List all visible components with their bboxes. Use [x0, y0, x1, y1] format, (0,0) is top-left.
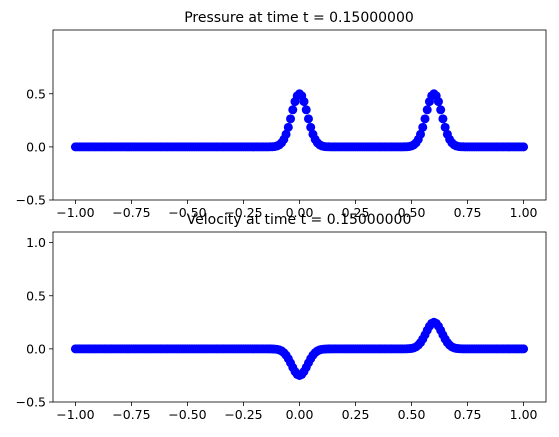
pressure-data-point — [281, 129, 291, 139]
pressure-data-point — [433, 97, 443, 107]
velocity-series — [70, 317, 529, 380]
pressure-data-point — [288, 105, 298, 115]
pressure-data-point — [301, 105, 311, 115]
pressure-x-tick-label: 0.25 — [342, 205, 370, 220]
pressure-y-tick-label: 0.5 — [26, 86, 46, 101]
pressure-x-tick-label: 0.00 — [286, 205, 314, 220]
velocity-x-tick-label: −1.00 — [56, 407, 94, 422]
velocity-plot: −1.00 −0.75 −0.50 −0.25 0.00 0.25 0.50 0.75 1.00… — [16, 212, 547, 422]
velocity-y-ticks: −0.5 0.0 0.5 1.0 — [16, 235, 53, 410]
pressure-y-tick-label: 0.0 — [26, 139, 46, 154]
velocity-plot-title: Velocity at time t = 0.15000000 — [187, 212, 412, 228]
pressure-data-point — [286, 114, 296, 124]
pressure-series — [70, 89, 529, 152]
velocity-data-point — [519, 344, 529, 354]
pressure-data-point — [438, 114, 448, 124]
pressure-y-ticks: −0.5 0.0 0.5 — [16, 86, 53, 208]
velocity-x-tick-label: −0.50 — [168, 407, 206, 422]
velocity-x-tick-label: 0.50 — [398, 407, 426, 422]
velocity-x-tick-label: −0.75 — [112, 407, 150, 422]
pressure-data-point — [418, 122, 428, 132]
velocity-x-tick-label: 0.00 — [286, 407, 314, 422]
pressure-data-point — [303, 114, 313, 124]
pressure-x-tick-label: 0.75 — [454, 205, 482, 220]
pressure-plot-title: Pressure at time t = 0.15000000 — [184, 10, 414, 26]
pressure-data-point — [306, 122, 316, 132]
pressure-data-point — [519, 142, 529, 152]
pressure-x-tick-label: −0.75 — [112, 205, 150, 220]
pressure-data-point — [436, 105, 446, 115]
velocity-x-tick-label: −0.25 — [224, 407, 262, 422]
pressure-data-point — [422, 105, 432, 115]
pressure-data-point — [440, 122, 450, 132]
pressure-x-tick-label: −0.50 — [168, 205, 206, 220]
pressure-x-tick-label: 0.50 — [398, 205, 426, 220]
pressure-data-point — [416, 129, 426, 139]
pressure-plot: Pressure at time t = 0.15000000 −1.00 −0.… — [16, 10, 547, 220]
pressure-x-tick-label: −0.25 — [224, 205, 262, 220]
pressure-data-point — [299, 97, 309, 107]
velocity-x-tick-label: 1.00 — [510, 407, 538, 422]
pressure-x-tick-label: 1.00 — [510, 205, 538, 220]
pressure-data-point — [283, 122, 293, 132]
velocity-y-tick-label: 0.0 — [26, 341, 46, 356]
pressure-x-tick-label: −1.00 — [56, 205, 94, 220]
pressure-y-tick-label: −0.5 — [16, 193, 46, 208]
velocity-x-tick-label: 0.25 — [342, 407, 370, 422]
pressure-x-ticks: −1.00 −0.75 −0.50 −0.25 0.00 0.25 0.50 0.75 1.00 — [56, 200, 538, 220]
velocity-x-tick-label: 0.75 — [454, 407, 482, 422]
velocity-x-ticks: −1.00 −0.75 −0.50 −0.25 0.00 0.25 0.50 0.75 1.00 — [56, 402, 538, 422]
velocity-y-tick-label: −0.5 — [16, 395, 46, 410]
pressure-axes-frame — [52, 29, 547, 201]
pressure-data-point — [420, 114, 430, 124]
velocity-y-tick-label: 1.0 — [26, 235, 46, 250]
velocity-y-tick-label: 0.5 — [26, 288, 46, 303]
